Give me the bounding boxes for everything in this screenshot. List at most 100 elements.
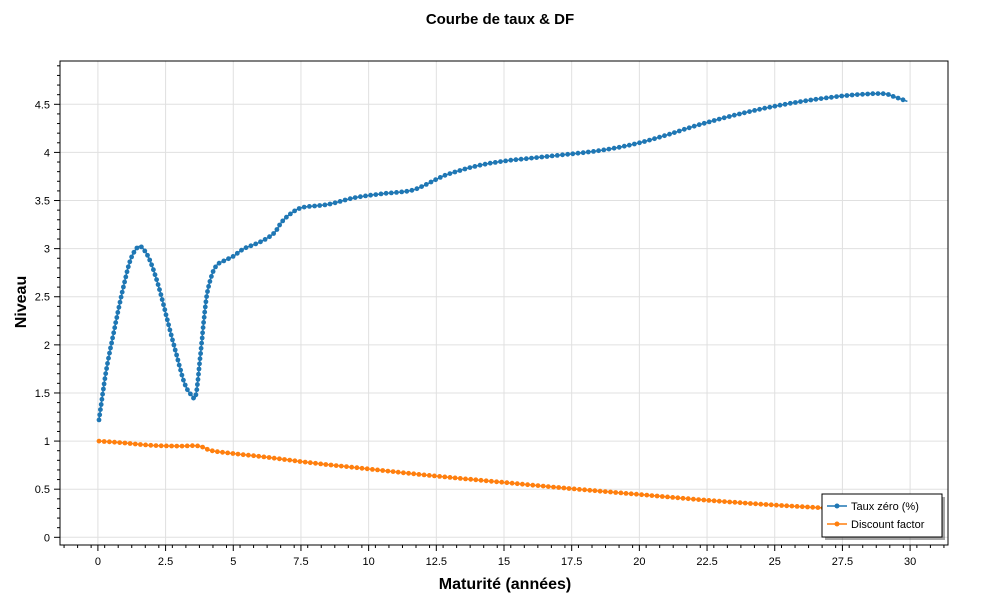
data-point xyxy=(363,193,368,199)
data-point xyxy=(202,309,208,315)
data-point xyxy=(200,444,206,450)
data-point xyxy=(672,130,677,136)
data-point xyxy=(171,342,177,348)
data-point xyxy=(518,156,524,162)
data-point xyxy=(696,497,701,502)
legend-label-taux: Taux zéro (%) xyxy=(851,501,919,513)
data-point xyxy=(235,451,241,457)
data-point xyxy=(267,234,272,240)
data-point xyxy=(777,102,783,108)
data-point xyxy=(757,106,762,112)
x-tick-label: 7.5 xyxy=(293,556,308,568)
data-point xyxy=(131,249,137,255)
data-point xyxy=(767,104,773,110)
data-point xyxy=(782,101,788,107)
data-point xyxy=(239,247,244,253)
data-point xyxy=(742,110,747,116)
data-point xyxy=(118,294,124,300)
data-point xyxy=(701,120,707,126)
data-point xyxy=(383,190,389,196)
data-point xyxy=(159,297,165,302)
data-point xyxy=(416,472,422,477)
y-tick-label: 0 xyxy=(44,532,50,544)
data-point xyxy=(504,480,510,486)
data-point xyxy=(197,361,202,367)
data-point xyxy=(535,483,541,488)
data-point xyxy=(147,257,153,263)
x-tick-label: 22.5 xyxy=(696,556,717,568)
data-point xyxy=(432,473,437,479)
y-tick-label: 3 xyxy=(44,244,50,256)
data-point xyxy=(716,116,722,122)
data-point xyxy=(182,382,188,388)
data-point xyxy=(174,352,180,358)
data-point xyxy=(395,469,401,475)
data-point xyxy=(437,175,443,180)
data-point xyxy=(266,455,272,460)
data-point xyxy=(818,96,824,101)
data-point xyxy=(647,137,652,143)
legend-swatch-marker-df xyxy=(834,521,840,527)
data-point xyxy=(774,502,779,508)
data-point xyxy=(198,351,204,356)
data-point xyxy=(473,477,479,483)
data-point xyxy=(210,269,216,274)
data-point xyxy=(375,467,380,473)
data-point xyxy=(582,487,587,493)
data-point xyxy=(253,241,259,247)
data-point xyxy=(462,166,468,172)
x-tick-label: 17.5 xyxy=(561,556,582,568)
data-point xyxy=(132,441,138,447)
data-point xyxy=(370,467,375,472)
data-point xyxy=(742,500,748,506)
data-point xyxy=(204,446,210,452)
data-point xyxy=(230,254,236,259)
data-point xyxy=(139,244,144,250)
data-point xyxy=(452,169,458,175)
data-point xyxy=(195,443,201,449)
data-point xyxy=(193,392,199,398)
data-point xyxy=(102,376,108,382)
data-point xyxy=(230,451,236,456)
data-point xyxy=(312,203,317,209)
x-tick-label: 5 xyxy=(230,556,236,568)
data-point xyxy=(737,500,743,506)
data-point xyxy=(203,299,209,305)
data-point xyxy=(96,438,102,444)
data-point xyxy=(313,460,318,466)
data-point xyxy=(805,504,810,510)
data-point xyxy=(280,218,286,224)
data-point xyxy=(696,122,702,128)
data-point xyxy=(489,478,494,484)
data-point xyxy=(753,501,758,507)
data-point xyxy=(307,204,312,209)
data-point xyxy=(121,284,126,290)
data-point xyxy=(437,474,442,479)
data-point xyxy=(727,499,733,505)
data-point xyxy=(106,355,111,361)
data-point xyxy=(566,486,572,491)
data-point xyxy=(768,502,774,508)
data-point xyxy=(100,391,105,397)
data-point xyxy=(492,160,498,165)
data-point xyxy=(175,357,181,363)
data-point xyxy=(110,335,115,341)
data-point xyxy=(662,133,667,139)
data-point xyxy=(194,387,200,393)
data-point xyxy=(880,91,886,97)
data-point xyxy=(701,497,707,503)
data-point xyxy=(659,494,665,499)
data-point xyxy=(539,154,545,160)
chart-title: Courbe de taux & DF xyxy=(426,11,574,28)
data-point xyxy=(478,477,484,483)
data-point xyxy=(685,496,691,502)
data-point xyxy=(185,387,190,393)
data-point xyxy=(354,465,360,471)
data-point xyxy=(596,148,601,154)
data-point xyxy=(810,504,816,510)
data-point xyxy=(200,330,206,336)
data-point xyxy=(148,442,154,448)
data-point xyxy=(642,139,647,144)
data-point xyxy=(201,314,207,320)
